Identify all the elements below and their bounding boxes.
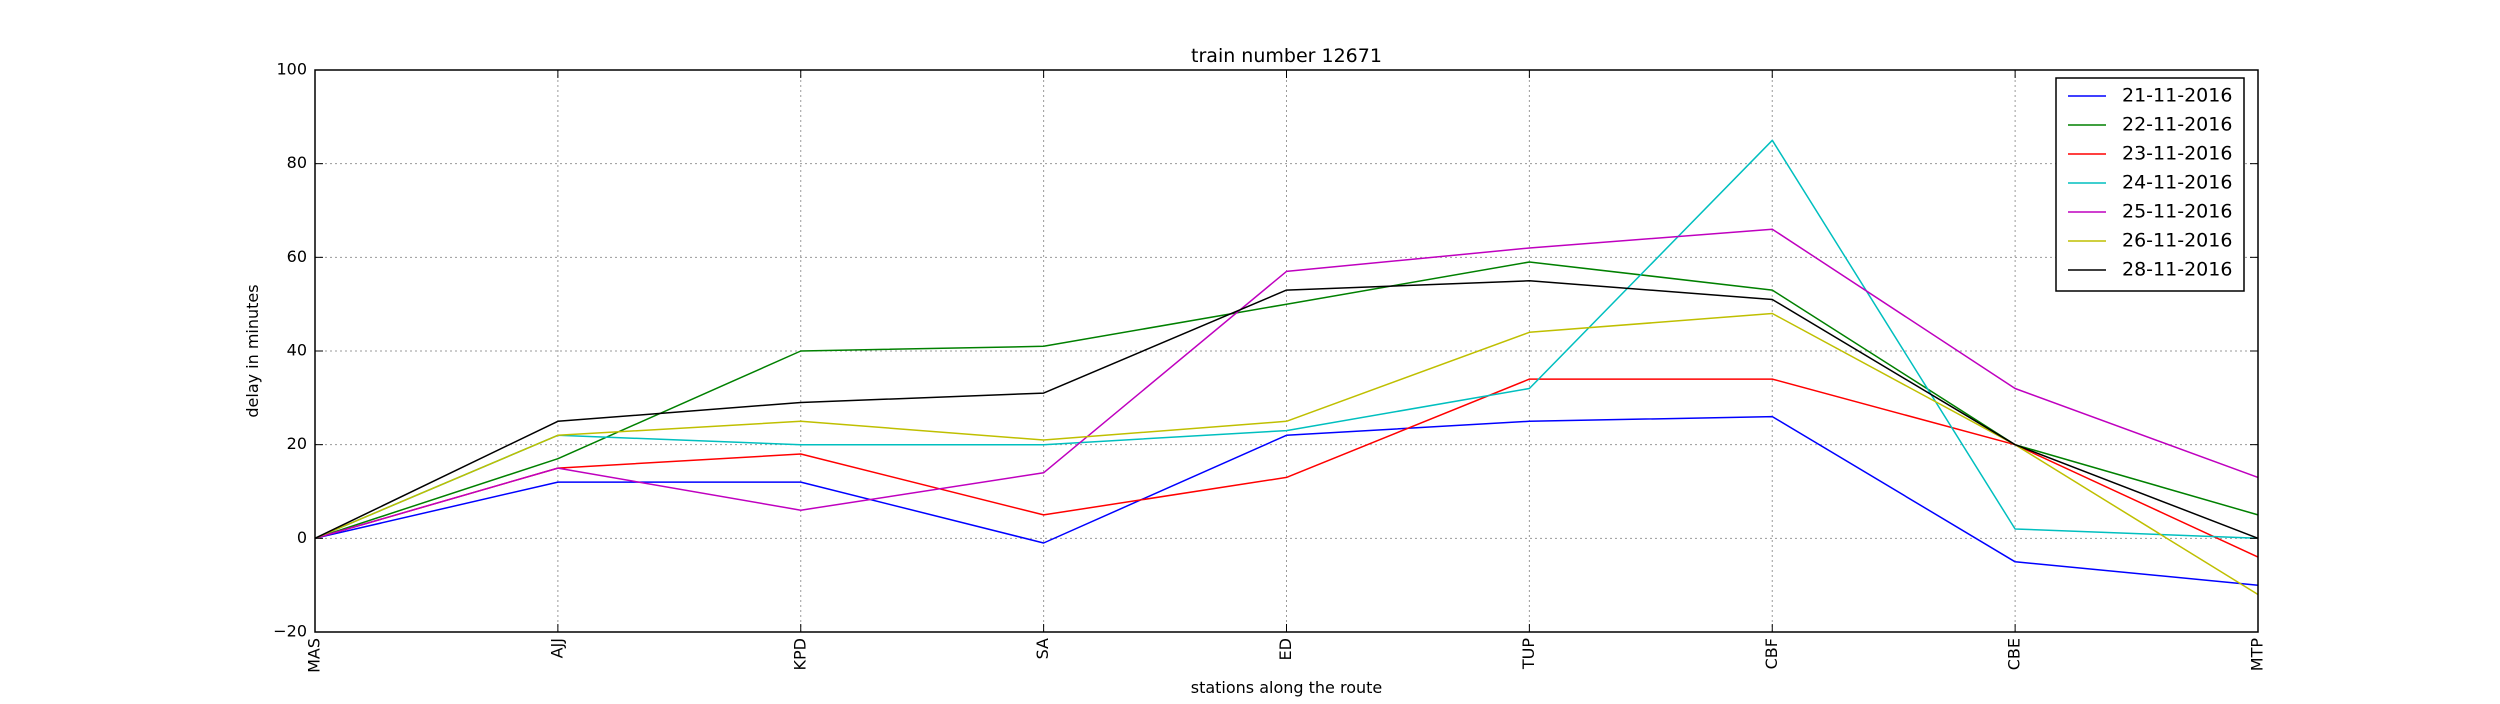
x-tick-label: CBE xyxy=(2005,638,2024,670)
x-axis-label: stations along the route xyxy=(1191,678,1383,697)
y-tick-label: 100 xyxy=(276,60,307,79)
series-line-24-11-2016 xyxy=(314,139,2259,540)
series-line-23-11-2016 xyxy=(314,378,2259,558)
y-axis-label: delay in minutes xyxy=(243,284,262,417)
chart-title: train number 12671 xyxy=(1191,45,1382,67)
legend-label: 23-11-2016 xyxy=(2122,143,2232,165)
y-tick-label: −20 xyxy=(273,622,307,641)
y-tick-label: 60 xyxy=(287,247,307,266)
x-tick-label: SA xyxy=(1033,638,1052,659)
x-tick-label: MAS xyxy=(305,638,324,673)
legend-label: 25-11-2016 xyxy=(2122,201,2232,223)
series-line-26-11-2016 xyxy=(314,312,2259,596)
series-line-28-11-2016 xyxy=(314,280,2259,539)
tick-layer: MAS AJJ KPD SA ED TUP CBF CBE MTP −20 0 20 40 60 80 100 xyxy=(273,60,2266,673)
legend-label: 26-11-2016 xyxy=(2122,230,2232,252)
y-tick-label: 20 xyxy=(287,434,307,453)
x-tick-label: AJJ xyxy=(547,638,566,658)
legend-box xyxy=(2055,77,2245,292)
x-tick-label: TUP xyxy=(1519,638,1538,670)
legend-label: 22-11-2016 xyxy=(2122,114,2232,136)
y-tick-label: 40 xyxy=(287,341,307,360)
x-tick-label: CBF xyxy=(1762,638,1781,669)
series-layer xyxy=(314,139,2259,596)
x-tick-label: MTP xyxy=(2248,638,2267,672)
x-tick-label: KPD xyxy=(790,638,809,670)
y-tick-label: 0 xyxy=(297,528,307,547)
series-line-25-11-2016 xyxy=(314,228,2259,540)
x-tick-label: ED xyxy=(1276,638,1295,660)
series-line-22-11-2016 xyxy=(314,261,2259,540)
y-tick-label: 80 xyxy=(287,153,307,172)
legend-label: 24-11-2016 xyxy=(2122,172,2232,194)
legend-label: 21-11-2016 xyxy=(2122,85,2232,107)
legend-label: 28-11-2016 xyxy=(2122,259,2232,281)
legend: 21-11-2016 22-11-2016 23-11-2016 24-11-2016… xyxy=(2055,77,2245,292)
